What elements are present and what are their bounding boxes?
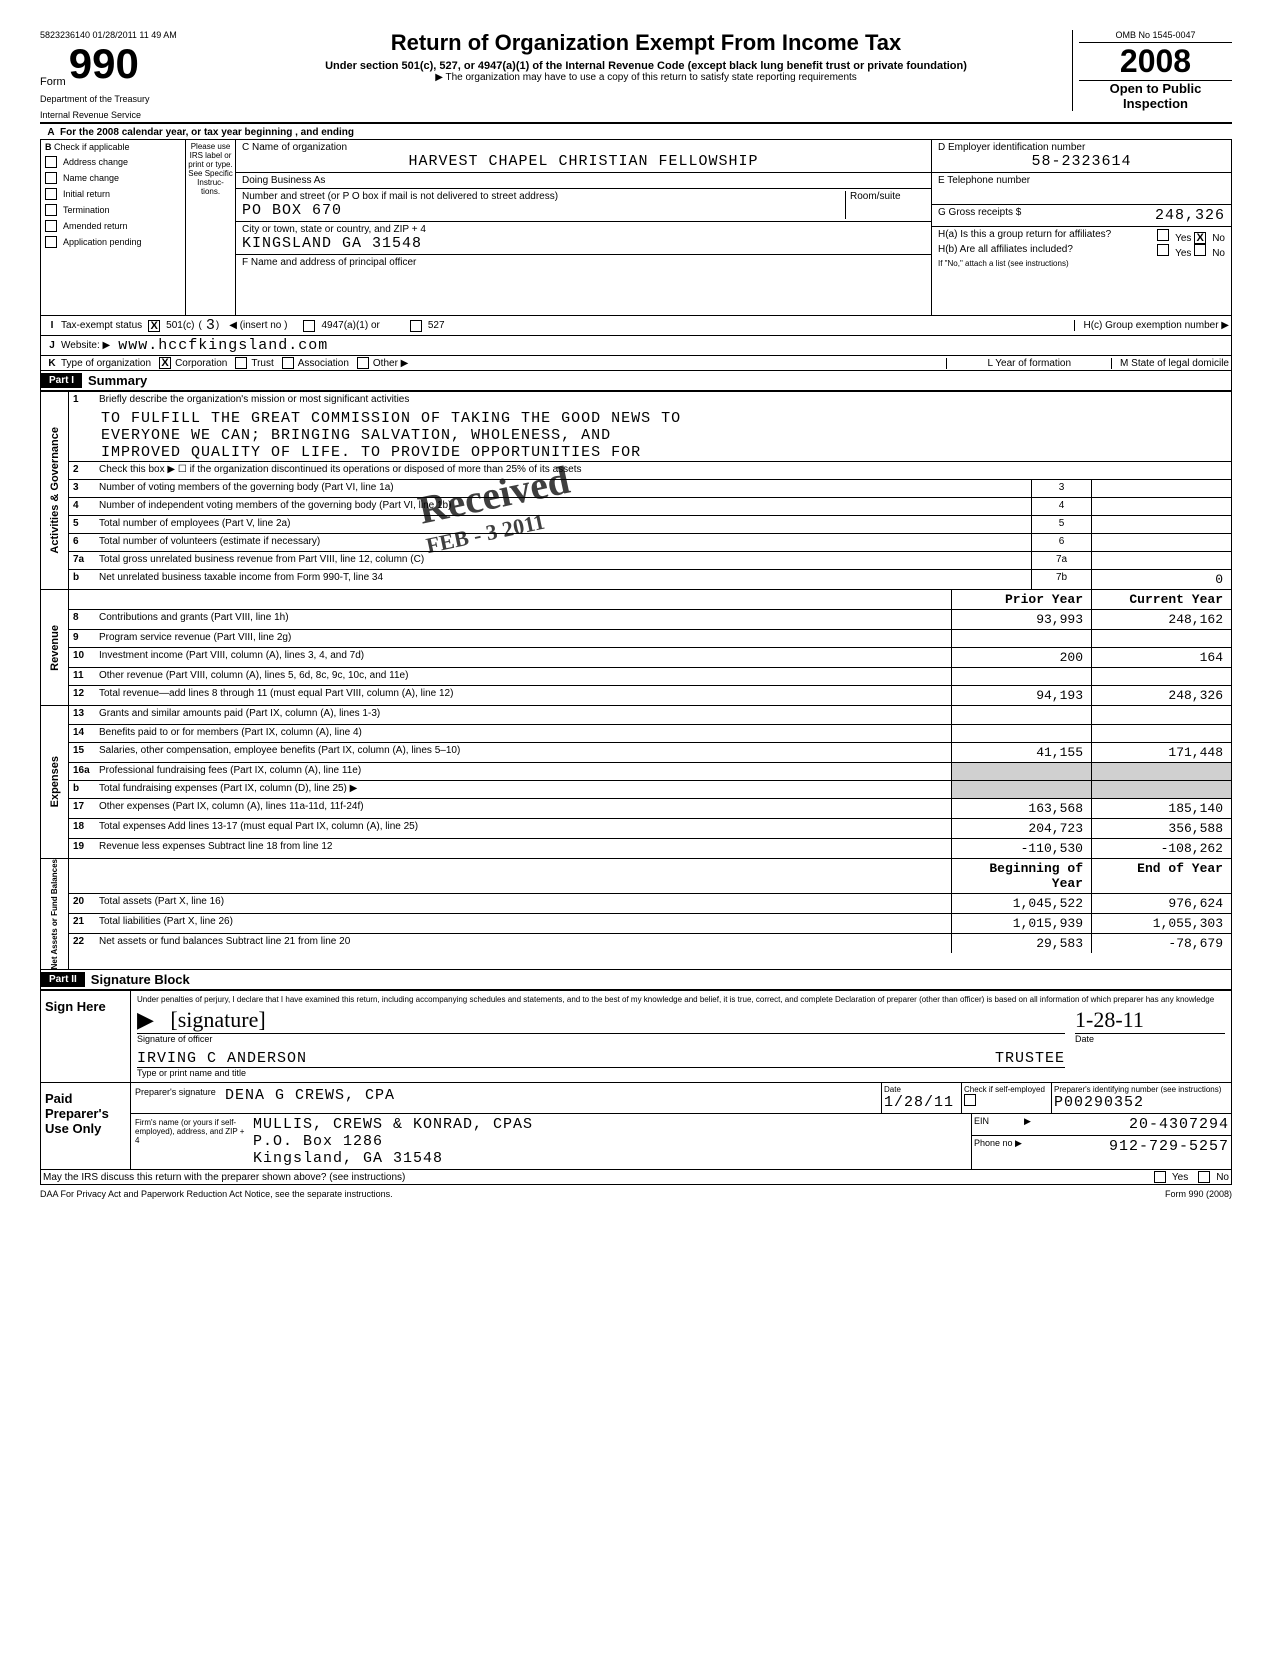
officer-title: TRUSTEE	[995, 1050, 1065, 1067]
firm-ein: 20-4307294	[1031, 1116, 1229, 1133]
net-assets-block: Net Assets or Fund Balances Beginning of…	[40, 859, 1232, 970]
cb-amended-return[interactable]	[45, 220, 57, 232]
firm-addr1: P.O. Box 1286	[253, 1133, 969, 1150]
open-public-1: Open to Public	[1079, 81, 1232, 96]
room-suite-label: Room/suite	[845, 191, 925, 219]
officer-date: 1-28-11	[1075, 1007, 1144, 1033]
form-number: 990	[69, 40, 139, 88]
tax-year: 2008	[1079, 43, 1232, 81]
col-b-checkboxes: B Check if applicable Address change Nam…	[41, 140, 186, 315]
col-d-right: D Employer identification number 58-2323…	[931, 140, 1231, 315]
footer: DAA For Privacy Act and Paperwork Reduct…	[40, 1189, 1232, 1199]
cb-self-employed[interactable]	[964, 1094, 976, 1106]
form-id-block: 5823236140 01/28/2011 11 49 AM Form 990 …	[40, 30, 220, 120]
org-name: HARVEST CHAPEL CHRISTIAN FELLOWSHIP	[242, 153, 925, 170]
cb-name-change[interactable]	[45, 172, 57, 184]
cb-discuss-yes[interactable]	[1154, 1171, 1166, 1183]
cb-discuss-no[interactable]	[1198, 1171, 1210, 1183]
ptin: P00290352	[1054, 1094, 1144, 1111]
officer-name: IRVING C ANDERSON	[137, 1050, 307, 1067]
line-a: A For the 2008 calendar year, or tax yea…	[40, 126, 1232, 139]
cb-other[interactable]	[357, 357, 369, 369]
omb-number: OMB No 1545-0047	[1079, 30, 1232, 43]
firm-phone: 912-729-5257	[1044, 1138, 1229, 1155]
hc-label: H(c) Group exemption number ▶	[1074, 320, 1229, 331]
activities-governance-block: Activities & Governance 1Briefly describ…	[40, 391, 1232, 590]
g-gross-receipts: 248,326	[1155, 207, 1225, 224]
ein: 58-2323614	[938, 153, 1225, 170]
cb-hb-yes[interactable]	[1157, 244, 1169, 256]
entity-block: B Check if applicable Address change Nam…	[40, 139, 1232, 316]
website: www.hccfkingsland.com	[118, 337, 328, 354]
line-a-text: For the 2008 calendar year, or tax year …	[60, 127, 354, 138]
cb-4947[interactable]	[303, 320, 315, 332]
footer-left: DAA For Privacy Act and Paperwork Reduct…	[40, 1189, 393, 1199]
paid-preparer-block: Paid Preparer's Use Only Preparer's sign…	[40, 1083, 1232, 1170]
part-ii-header: Part II Signature Block	[40, 970, 1232, 990]
discuss-line: May the IRS discuss this return with the…	[40, 1170, 1232, 1185]
city-label: City or town, state or country, and ZIP …	[242, 224, 925, 235]
street-label: Number and street (or P O box if mail is…	[242, 191, 845, 202]
preparer-name: DENA G CREWS, CPA	[221, 1083, 881, 1113]
cb-527[interactable]	[410, 320, 422, 332]
cb-ha-yes[interactable]	[1157, 229, 1169, 241]
officer-signature: ▶ [signature]	[137, 1007, 266, 1033]
sign-here-block: Sign Here Under penalties of perjury, I …	[40, 990, 1232, 1083]
m-label: M State of legal domicile	[1111, 358, 1229, 369]
col-c-name-address: C Name of organization HARVEST CHAPEL CH…	[236, 140, 931, 315]
part-i-header: Part I Summary	[40, 371, 1232, 391]
subtitle-2: ▶ The organization may have to use a cop…	[228, 72, 1064, 83]
dept-treasury: Department of the Treasury	[40, 94, 220, 104]
line-j: J Website: ▶ www.hccfkingsland.com	[40, 336, 1232, 356]
cb-association[interactable]	[282, 357, 294, 369]
firm-addr2: Kingsland, GA 31548	[253, 1150, 969, 1167]
year-block: OMB No 1545-0047 2008 Open to Public Ins…	[1072, 30, 1232, 111]
ha-label: H(a) Is this a group return for affiliat…	[938, 229, 1111, 244]
please-use-irs-label: Please use IRS label or print or type. S…	[186, 140, 236, 315]
l-label: L Year of formation	[946, 358, 1111, 369]
cb-hb-no[interactable]	[1194, 244, 1206, 256]
mission-1: TO FULFILL THE GREAT COMMISSION OF TAKIN…	[69, 410, 1231, 427]
perjury-statement: Under penalties of perjury, I declare th…	[137, 995, 1225, 1004]
main-title: Return of Organization Exempt From Incom…	[228, 30, 1064, 56]
doc-stamp: 5823236140 01/28/2011 11 49 AM	[40, 30, 220, 40]
expenses-block: Expenses 13Grants and similar amounts pa…	[40, 706, 1232, 859]
hb-label: H(b) Are all affiliates included?	[938, 244, 1073, 259]
mission-2: EVERYONE WE CAN; BRINGING SALVATION, WHO…	[69, 427, 1231, 444]
footer-right: Form 990 (2008)	[1165, 1189, 1232, 1199]
line-k: K Type of organization Corporation Trust…	[40, 356, 1232, 371]
subtitle-1: Under section 501(c), 527, or 4947(a)(1)…	[228, 60, 1064, 72]
d-label: D Employer identification number	[938, 142, 1225, 153]
f-label: F Name and address of principal officer	[236, 255, 931, 315]
paid-preparer-label: Paid Preparer's Use Only	[41, 1083, 131, 1169]
mission-3: IMPROVED QUALITY OF LIFE. TO PROVIDE OPP…	[69, 444, 1231, 461]
firm-name: MULLIS, CREWS & KONRAD, CPAS	[253, 1116, 969, 1133]
dba-label: Doing Business As	[236, 173, 931, 189]
e-telephone-label: E Telephone number	[932, 173, 1231, 205]
h-note: If "No," attach a list (see instructions…	[938, 259, 1225, 268]
cb-address-change[interactable]	[45, 156, 57, 168]
sign-here-label: Sign Here	[41, 991, 131, 1082]
city-state-zip: KINGSLAND GA 31548	[242, 235, 925, 252]
cb-initial-return[interactable]	[45, 188, 57, 200]
g-label: G Gross receipts $	[938, 207, 1021, 224]
cb-501c[interactable]	[148, 320, 160, 332]
open-public-2: Inspection	[1079, 96, 1232, 111]
street: PO BOX 670	[242, 202, 845, 219]
title-block: Return of Organization Exempt From Incom…	[220, 30, 1072, 83]
dept-irs: Internal Revenue Service	[40, 110, 220, 120]
c-label: C Name of organization	[242, 142, 925, 153]
cb-corporation[interactable]	[159, 357, 171, 369]
line-i: I Tax-exempt status 501(c) (3) ◀ (insert…	[40, 316, 1232, 336]
revenue-block: Revenue Prior Year Current Year 8Contrib…	[40, 590, 1232, 706]
cb-application-pending[interactable]	[45, 236, 57, 248]
cb-ha-no[interactable]	[1194, 232, 1206, 244]
cb-termination[interactable]	[45, 204, 57, 216]
form-label: Form	[40, 76, 66, 88]
cb-trust[interactable]	[235, 357, 247, 369]
form-header: 5823236140 01/28/2011 11 49 AM Form 990 …	[40, 30, 1232, 120]
